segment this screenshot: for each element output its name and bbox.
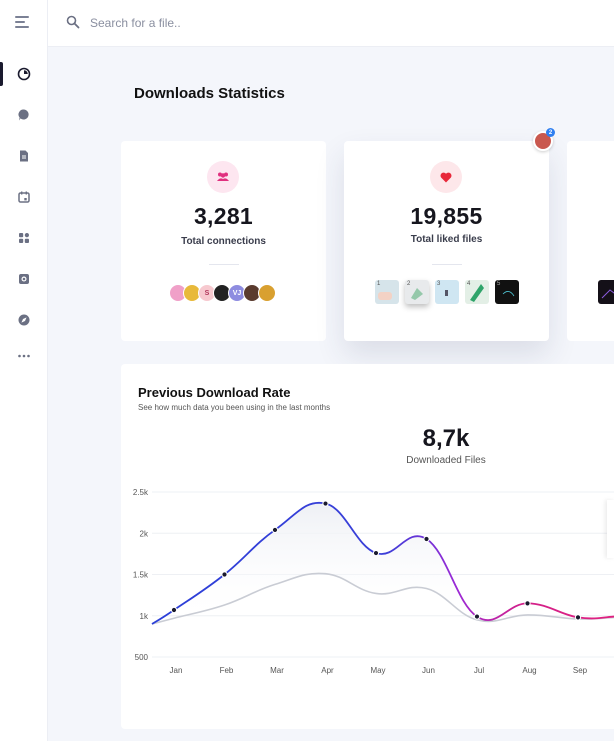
file-thumbnail[interactable]: 5	[495, 280, 519, 304]
compass-icon	[18, 314, 30, 326]
users-icon-badge	[207, 161, 239, 193]
y-tick-label: 1k	[140, 612, 149, 621]
x-tick-label: Jun	[422, 666, 435, 675]
stat-card-partial	[567, 141, 614, 341]
search-icon	[66, 15, 80, 29]
download-rate-card: Previous Download Rate See how much data…	[121, 364, 614, 729]
sidebar-item-explore[interactable]	[0, 306, 48, 334]
file-thumbnail[interactable]	[598, 280, 614, 304]
connections-value: 3,281	[193, 203, 254, 229]
y-tick-label: 2k	[140, 529, 149, 538]
sidebar-item-apps[interactable]	[0, 224, 48, 252]
data-point[interactable]	[524, 600, 531, 607]
sidebar	[0, 0, 48, 741]
series-line-secondary	[151, 572, 614, 625]
downloaded-files-label: Downloaded Files	[406, 455, 486, 466]
x-tick-label: Mar	[270, 666, 284, 675]
stat-card-liked-files: 19,855 Total liked files 1 2 3 4 5	[344, 141, 549, 341]
data-point[interactable]	[574, 614, 582, 621]
y-tick-label: 2.5k	[133, 488, 149, 497]
chat-bubble-icon	[18, 109, 29, 121]
sidebar-item-documents[interactable]	[0, 142, 48, 170]
sidebar-item-statistics[interactable]	[0, 60, 48, 88]
document-icon	[20, 150, 28, 162]
data-point[interactable]	[322, 500, 329, 507]
sidebar-item-calendar[interactable]	[0, 183, 48, 211]
page-title: Downloads Statistics	[134, 85, 285, 102]
calendar-icon	[18, 191, 30, 203]
x-tick-label: Jan	[170, 666, 183, 675]
x-tick-label: Aug	[522, 666, 536, 675]
connections-label: Total connections	[181, 236, 266, 247]
x-tick-label: Feb	[220, 666, 234, 675]
data-point[interactable]	[271, 526, 279, 534]
sidebar-item-messages[interactable]	[0, 101, 48, 129]
data-point[interactable]	[170, 606, 178, 614]
heart-icon	[440, 172, 452, 182]
sidebar-item-more[interactable]	[0, 342, 48, 370]
chart-subtitle: See how much data you been using in the …	[138, 403, 331, 412]
avatar[interactable]	[258, 284, 276, 302]
y-tick-label: 1.5k	[133, 571, 149, 580]
x-tick-label: Jul	[474, 666, 484, 675]
apps-grid-icon	[19, 233, 29, 243]
chart-title: Previous Download Rate	[138, 385, 291, 400]
file-thumbnail[interactable]: 4	[465, 280, 489, 304]
pie-chart-icon	[17, 67, 31, 81]
heart-icon-badge	[430, 161, 462, 193]
card-divider	[432, 264, 462, 265]
stat-card-connections: 3,281 Total connections S VJ	[121, 141, 326, 341]
data-point[interactable]	[473, 613, 481, 620]
more-dots-icon	[18, 354, 30, 358]
liked-files-value: 19,855	[410, 203, 483, 229]
file-thumbnail[interactable]: 3	[435, 280, 459, 304]
x-tick-label: Sep	[573, 666, 588, 675]
menu-toggle-icon[interactable]	[15, 16, 33, 30]
file-thumbnail[interactable]: 1	[375, 280, 399, 304]
notification-badge: 2	[546, 128, 555, 137]
tooltip-edge	[607, 500, 614, 558]
camera-icon	[19, 274, 29, 284]
y-tick-label: 500	[135, 653, 149, 662]
file-thumbnail[interactable]: 2	[405, 280, 429, 304]
top-bar	[48, 0, 614, 47]
x-tick-label: Apr	[321, 666, 334, 675]
card-divider	[209, 264, 239, 265]
data-point[interactable]	[221, 571, 228, 578]
data-point[interactable]	[423, 535, 430, 543]
x-tick-label: May	[370, 666, 385, 675]
sidebar-item-camera[interactable]	[0, 265, 48, 293]
liked-files-label: Total liked files	[410, 234, 483, 245]
series-area	[152, 502, 614, 624]
search-input[interactable]	[90, 12, 390, 34]
users-icon	[217, 172, 229, 181]
data-point[interactable]	[372, 549, 380, 557]
downloaded-files-value: 8,7k	[422, 425, 470, 452]
